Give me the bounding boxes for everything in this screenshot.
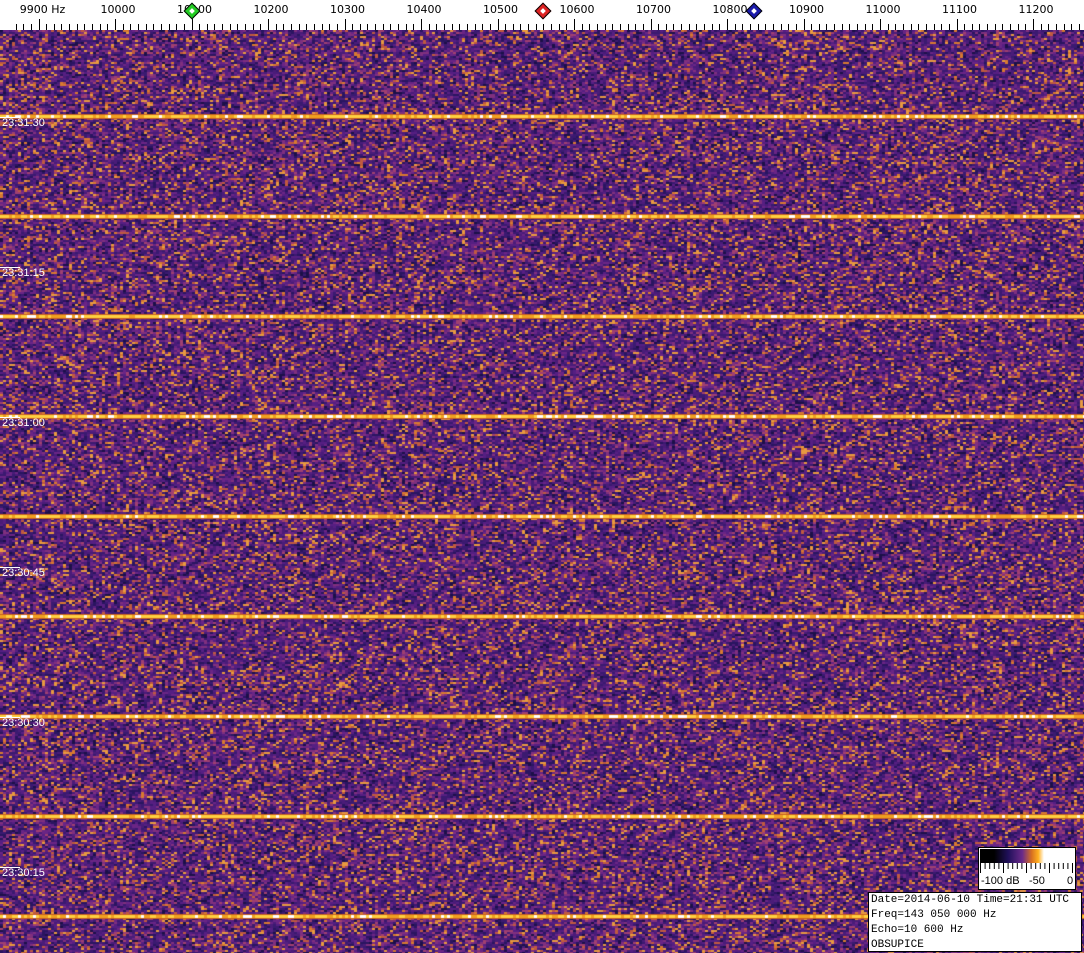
- frequency-tick-label: 10000: [100, 3, 136, 16]
- frequency-tick-label: 10700: [636, 3, 671, 16]
- info-echo: Echo=10 600 Hz: [871, 924, 964, 936]
- frequency-tick-label: 10300: [330, 3, 365, 16]
- time-tick: [0, 417, 20, 418]
- time-tick: [0, 717, 20, 718]
- colorbar-ticks: [980, 863, 1073, 873]
- info-frequency: Freq=143 050 000 Hz: [871, 909, 997, 921]
- time-tick-label: 23:30:15: [2, 867, 45, 879]
- frequency-tick-label: 10600: [559, 3, 595, 16]
- waterfall-spectrogram[interactable]: [0, 30, 1084, 953]
- colorbar: -100 dB -50 0: [978, 847, 1076, 890]
- info-date-time: Date=2014-06-10 Time=21:31 UTC: [871, 894, 1070, 906]
- colorbar-min-label: -100 dB: [981, 875, 1020, 887]
- time-tick-label: 23:30:45: [2, 567, 45, 579]
- frequency-tick-label: 11100: [942, 3, 977, 16]
- frequency-ticks: [16, 19, 1080, 30]
- frequency-tick-label: 11000: [865, 3, 901, 16]
- time-tick-label: 23:30:30: [2, 717, 45, 729]
- time-tick: [0, 117, 20, 118]
- time-tick-label: 23:31:00: [2, 417, 45, 429]
- frequency-axis: 9900 Hz100001010010200103001040010500106…: [0, 0, 1084, 30]
- colorbar-gradient: [980, 849, 1074, 863]
- frequency-tick-label: 10500: [483, 3, 518, 16]
- frequency-tick-label: 10200: [253, 3, 289, 16]
- time-tick: [0, 567, 20, 568]
- info-box: Date=2014-06-10 Time=21:31 UTC Freq=143 …: [868, 892, 1082, 952]
- frequency-tick-label: 10800: [712, 3, 748, 16]
- frequency-tick-label: 10400: [406, 3, 442, 16]
- colorbar-mid-label: -50: [1029, 875, 1045, 887]
- frequency-tick-label: 9900 Hz: [19, 3, 66, 16]
- time-tick: [0, 267, 20, 268]
- frequency-tick-label: 11200: [1018, 3, 1054, 16]
- colorbar-max-label: 0: [1067, 875, 1074, 887]
- info-station: OBSUPICE: [871, 939, 924, 951]
- time-tick-label: 23:31:15: [2, 267, 45, 279]
- frequency-tick-label: 10900: [789, 3, 824, 16]
- time-tick-label: 23:31:30: [2, 117, 45, 129]
- time-tick: [0, 867, 20, 868]
